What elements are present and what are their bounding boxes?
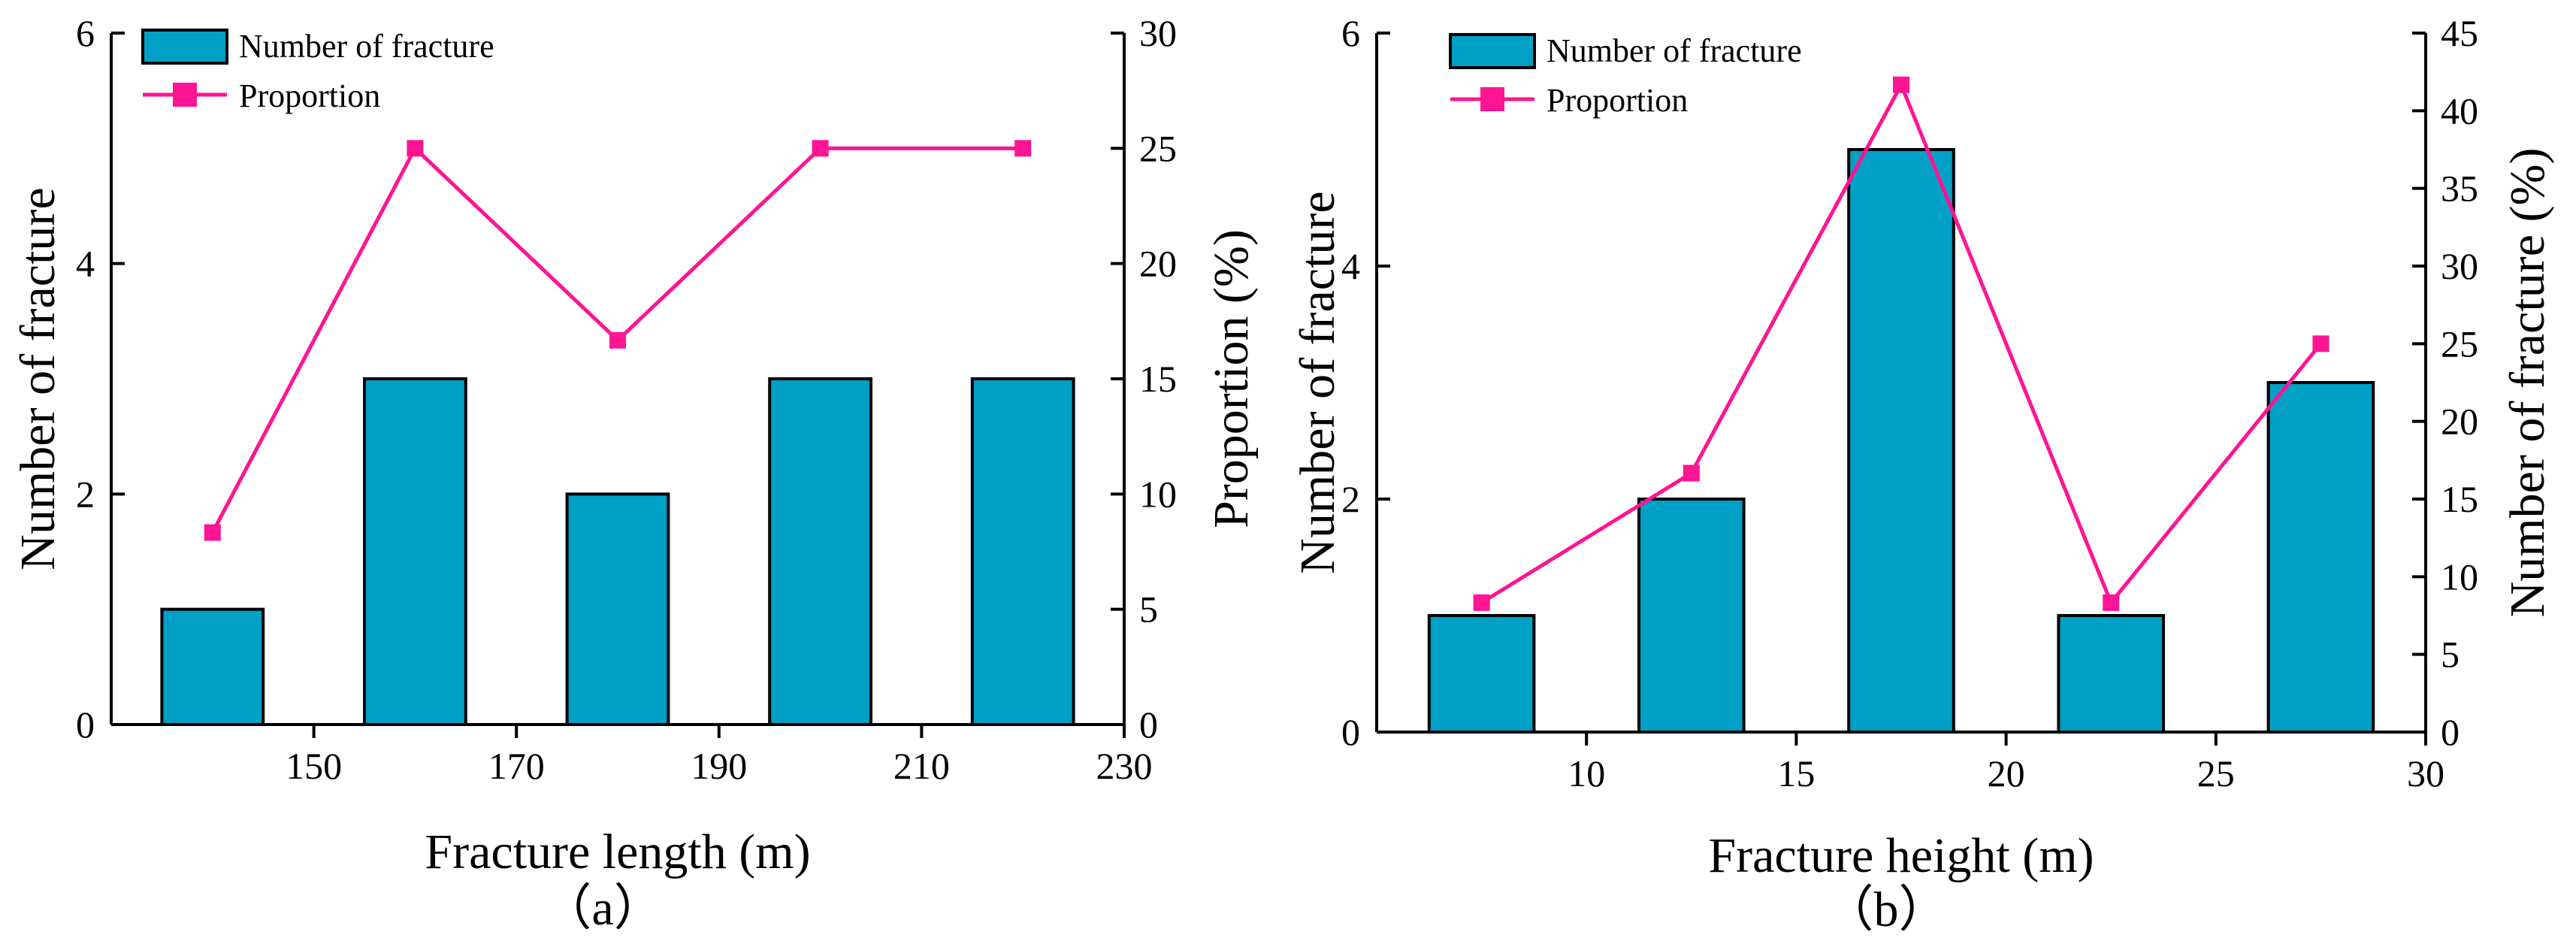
chart-b-legend-bar-swatch: [1449, 33, 1536, 69]
chart-b-xtick-label-3: 25: [2197, 752, 2235, 794]
chart-a-y2label: Proportion (%): [1204, 229, 1259, 528]
chart-b-xtick-label-0: 10: [1568, 752, 1605, 794]
chart-a-y2tick-label-5: 25: [1139, 127, 1177, 169]
chart-b-y2tick-label-7: 35: [2441, 168, 2478, 210]
chart-panel-b: 0 2 4 6 0 5 10 15 20 25 30 35 40 45 10 15 20 25 30 Number o…: [1290, 12, 2555, 937]
chart-b-legend-bar-label: Number of fracture: [1547, 32, 1802, 69]
chart-a-legend-line-marker: [173, 83, 197, 107]
chart-a-bar-3: [768, 377, 872, 726]
chart-panel-a: 0 2 4 6 0 5 10 15 20 25 30 150 170 190 210 230 Number of…: [11, 12, 1259, 936]
chart-b-y2tick-label-1: 5: [2441, 634, 2460, 676]
chart-b-y2tick-label-2: 10: [2441, 555, 2478, 598]
chart-b-y2tick-label-5: 25: [2441, 322, 2478, 365]
chart-a-y2tick-label-2: 10: [1139, 473, 1177, 515]
chart-a-xlabel: Fracture length (m): [425, 824, 810, 879]
chart-a-bar-2: [565, 492, 670, 726]
chart-a-xtick-label-4: 230: [1096, 745, 1153, 787]
chart-b-xtick-label-2: 20: [1988, 752, 2025, 794]
chart-b-y2tick-label-3: 15: [2441, 478, 2478, 520]
chart-a-proportion-point-1: [407, 140, 424, 157]
chart-a-y2tick-label-3: 15: [1139, 358, 1177, 400]
chart-a-xtick-label-0: 150: [286, 745, 342, 787]
chart-a-ytick-label-3: 6: [76, 12, 95, 54]
chart-b-y2tick-label-6: 30: [2441, 245, 2478, 287]
chart-a-y2tick-label-0: 0: [1139, 703, 1158, 746]
chart-b-y2tick-label-4: 20: [2441, 401, 2478, 443]
chart-b-bar-2: [1847, 148, 1955, 734]
chart-b-ylabel: Number of fracture: [1290, 191, 1345, 573]
chart-a-xtick-label-1: 170: [488, 745, 545, 787]
chart-a-ytick-label-2: 4: [76, 243, 95, 285]
chart-b-ytick-label-0: 0: [1341, 711, 1360, 753]
chart-b-ytick-label-1: 2: [1341, 478, 1360, 520]
chart-a-legend-line-label: Proportion: [239, 77, 380, 114]
chart-a-ytick-label-1: 2: [76, 473, 95, 515]
chart-b-bar-3: [2057, 614, 2165, 734]
chart-b-proportion-point-4: [2312, 335, 2330, 352]
chart-a-y2tick-label-6: 30: [1139, 12, 1177, 54]
chart-b-proportion-point-3: [2103, 594, 2120, 611]
chart-a-y2tick-label-1: 5: [1139, 588, 1158, 631]
chart-b-bar-4: [2266, 381, 2375, 734]
chart-b-xlabel: Fracture height (m): [1708, 828, 2094, 883]
chart-b-bar-0: [1427, 614, 1536, 734]
chart-a-xtick-label-3: 210: [893, 745, 950, 787]
chart-a-bar-4: [970, 377, 1075, 726]
chart-a-xtick-label-2: 190: [691, 745, 747, 787]
chart-a-bar-0: [160, 607, 265, 727]
chart-b-y2tick-label-9: 45: [2441, 12, 2478, 54]
chart-b-xtick-label-1: 15: [1777, 752, 1815, 794]
chart-b-proportion-point-0: [1473, 594, 1490, 611]
chart-b-xtick-label-4: 30: [2407, 752, 2444, 794]
chart-b-proportion-point-2: [1893, 76, 1909, 93]
chart-a-proportion-point-3: [812, 140, 829, 157]
chart-b-legend-line-label: Proportion: [1547, 82, 1688, 119]
chart-a-legend-bar-label: Number of fracture: [239, 28, 494, 65]
chart-b-y2label: Number of fracture (%): [2500, 148, 2555, 618]
chart-a-panel-label: （a）: [542, 881, 663, 936]
chart-a-proportion-point-4: [1014, 140, 1032, 157]
chart-a-proportion-point-2: [609, 331, 626, 349]
chart-a-ytick-label-0: 0: [76, 703, 95, 746]
chart-b-ytick-label-2: 4: [1341, 245, 1360, 287]
chart-a-bar-1: [363, 377, 467, 726]
chart-a-legend-bar-swatch: [141, 29, 228, 65]
chart-a-proportion-point-0: [204, 524, 221, 541]
chart-b-legend-line-marker: [1480, 87, 1504, 111]
chart-a-y2tick-label-4: 20: [1139, 243, 1177, 285]
chart-b-proportion-point-1: [1683, 464, 1700, 482]
chart-a-ylabel: Number of fracture: [11, 187, 65, 570]
chart-b-y2tick-label-0: 0: [2441, 711, 2460, 753]
chart-b-panel-label: （b）: [1825, 882, 1949, 937]
chart-b-ytick-label-3: 6: [1341, 12, 1360, 54]
chart-b-bar-1: [1637, 498, 1746, 734]
chart-b-y2tick-label-8: 40: [2441, 89, 2478, 132]
